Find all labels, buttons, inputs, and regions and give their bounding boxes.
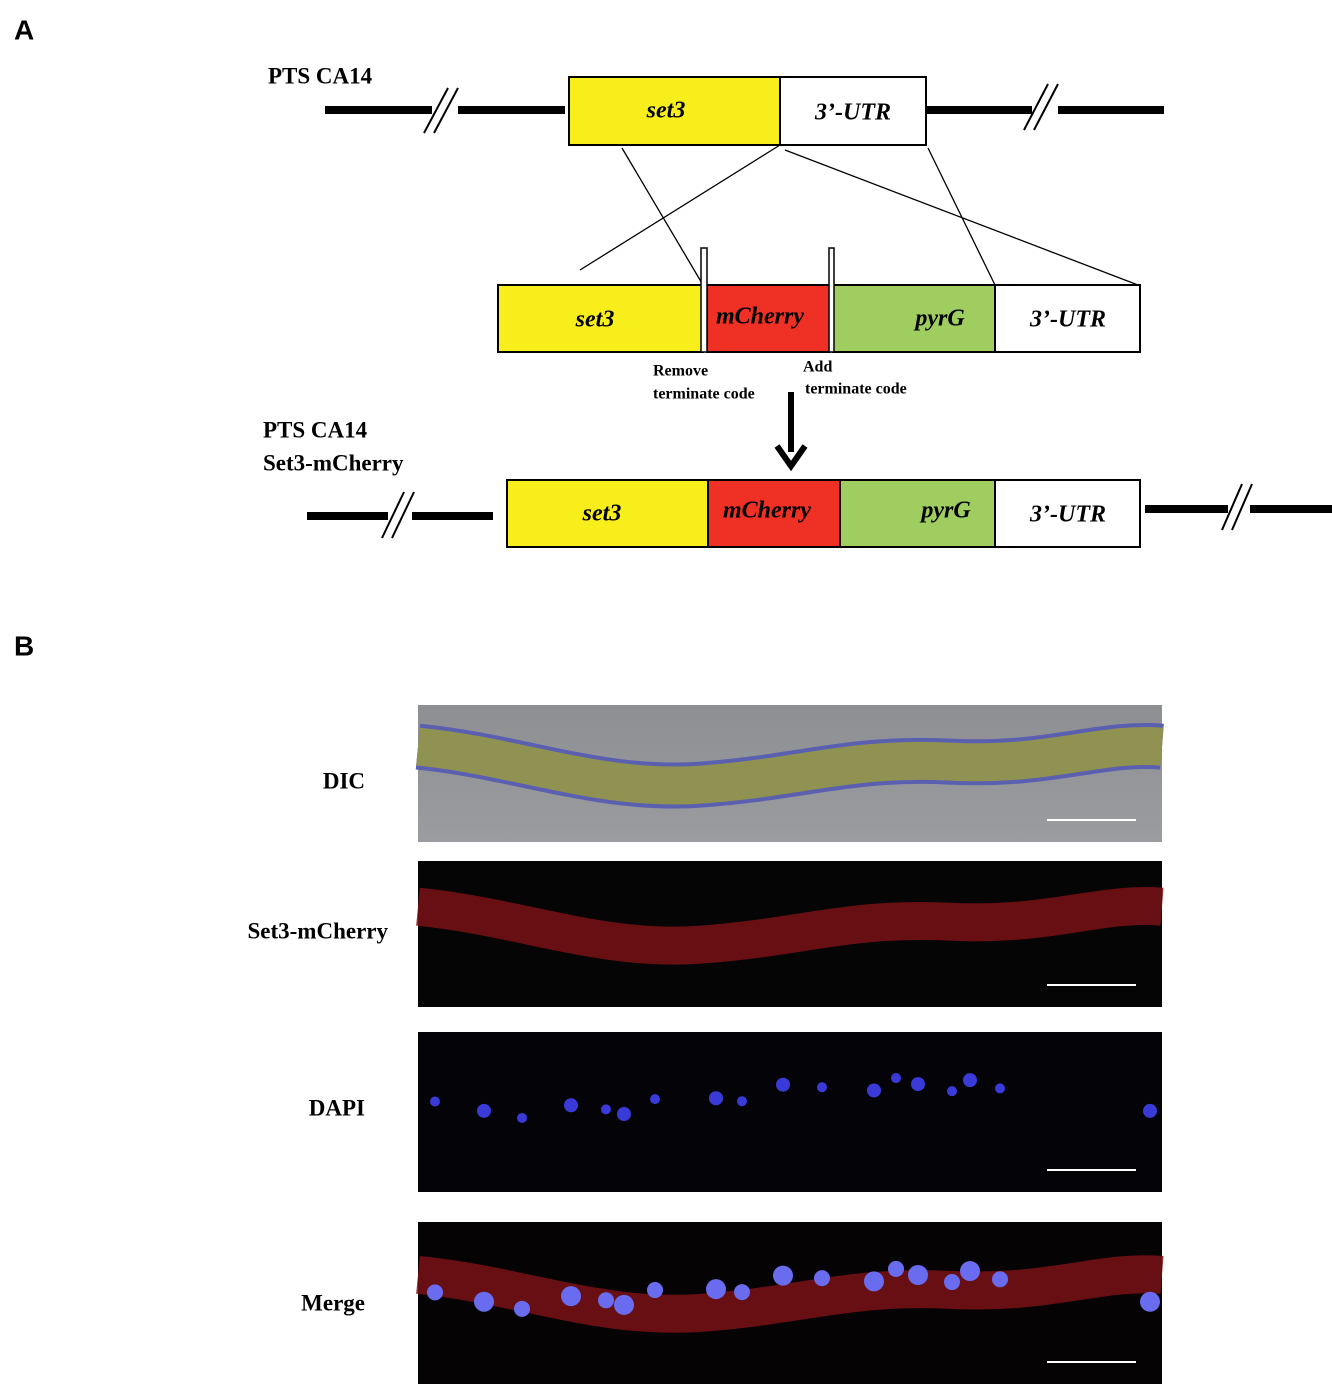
strain-label: PTS CA14 [263, 417, 368, 442]
nucleus [564, 1098, 578, 1113]
gene-label: set3 [575, 307, 615, 333]
channel-label: DIC [323, 768, 365, 793]
nucleus [650, 1094, 660, 1105]
nucleus [995, 1083, 1005, 1094]
construct-top: PTS CA14 set3 3’-UTR [268, 63, 1164, 146]
nucleus [908, 1265, 928, 1286]
gene-label: pyrG [919, 498, 971, 524]
gene-label: mCherry [716, 304, 804, 330]
nucleus [647, 1282, 663, 1299]
nucleus [992, 1271, 1008, 1288]
nucleus [514, 1300, 530, 1317]
nucleus [911, 1077, 925, 1092]
strain-label: Set3-mCherry [263, 450, 404, 475]
panel-label: A [14, 14, 34, 45]
image-part [416, 1255, 1164, 1333]
nucleus [891, 1073, 901, 1084]
annotation: terminate code [653, 386, 755, 403]
nucleus [474, 1291, 494, 1312]
gene-box [568, 76, 781, 146]
annotation: Add [803, 359, 832, 376]
micrographs [415, 705, 1164, 1384]
annotation: Remove [653, 363, 708, 380]
nucleus [614, 1294, 634, 1315]
channel-label: Set3-mCherry [247, 918, 388, 943]
strain-label: PTS CA14 [268, 63, 373, 88]
nucleus [598, 1292, 614, 1309]
nucleus [864, 1271, 884, 1292]
construct-bottom: PTS CA14 Set3-mCherry set3 mCherry pyrG … [263, 417, 1332, 548]
gene-box [779, 76, 927, 146]
nucleus [773, 1265, 793, 1286]
nucleus [737, 1096, 747, 1107]
micrograph [418, 1032, 1162, 1192]
nucleus [947, 1086, 957, 1097]
nucleus [1140, 1291, 1160, 1312]
gene-label: mCherry [723, 498, 811, 524]
nucleus [817, 1082, 827, 1093]
image-part [416, 727, 1164, 805]
construct-middle: set3 mCherry pyrG 3’-UTR Remove terminat… [497, 247, 1141, 403]
gene-label: 3’-UTR [1029, 502, 1106, 528]
nucleus [706, 1279, 726, 1300]
channel-label: DAPI [309, 1095, 365, 1120]
nucleus [477, 1103, 491, 1118]
channel-label: Merge [301, 1290, 365, 1315]
panel-label: B [14, 630, 34, 661]
image-part [416, 887, 1164, 965]
nucleus [1143, 1103, 1157, 1118]
annotation: terminate code [805, 381, 907, 398]
nucleus [427, 1284, 443, 1301]
nucleus [814, 1270, 830, 1287]
gene-label: pyrG [913, 306, 965, 332]
nucleus [561, 1286, 581, 1307]
nucleus [960, 1261, 980, 1282]
nucleus [617, 1107, 631, 1122]
nucleus [867, 1083, 881, 1098]
nucleus [430, 1096, 440, 1107]
nucleus [601, 1104, 611, 1115]
nucleus [944, 1274, 960, 1291]
nucleus [776, 1077, 790, 1092]
nucleus [963, 1073, 977, 1088]
gene-label: 3’-UTR [1029, 307, 1106, 333]
gene-label: set3 [582, 501, 622, 527]
nucleus [517, 1112, 527, 1123]
nucleus [709, 1091, 723, 1106]
gene-label: set3 [646, 98, 686, 124]
nucleus [888, 1260, 904, 1277]
gene-label: 3’-UTR [814, 100, 891, 126]
nucleus [734, 1284, 750, 1301]
